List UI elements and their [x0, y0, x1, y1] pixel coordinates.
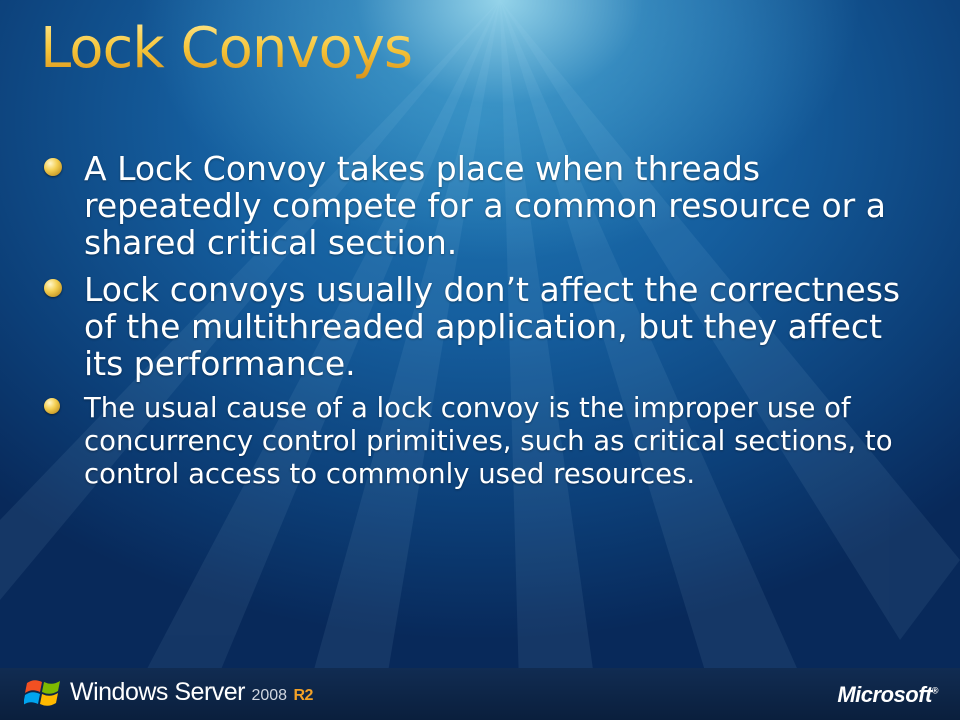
- bullet-item: Lock convoys usually don’t affect the co…: [38, 271, 918, 382]
- product-name: Windows Server: [70, 678, 246, 706]
- bullet-text: The usual cause of a lock convoy is the …: [84, 392, 893, 490]
- product-brand: Windows Server 2008 R2: [70, 678, 313, 707]
- bullet-text: Lock convoys usually don’t affect the co…: [84, 270, 901, 383]
- company-name: Microsoft: [837, 682, 932, 707]
- bullet-item: The usual cause of a lock convoy is the …: [38, 392, 918, 491]
- product-edition: R2: [293, 687, 314, 704]
- bullet-text: A Lock Convoy takes place when threads r…: [84, 149, 886, 262]
- slide-title: Lock Convoys: [40, 16, 413, 81]
- product-version: 2008: [251, 687, 288, 704]
- bullet-icon: [44, 398, 60, 414]
- footer-bar: Windows Server 2008 R2 Microsoft®: [0, 668, 960, 720]
- bullet-icon: [44, 158, 62, 176]
- windows-flag-icon: [24, 680, 60, 706]
- bullet-list: A Lock Convoy takes place when threads r…: [38, 150, 918, 491]
- bullet-item: A Lock Convoy takes place when threads r…: [38, 150, 918, 261]
- bullet-icon: [44, 279, 62, 297]
- registered-mark: ®: [931, 685, 939, 696]
- microsoft-logo: Microsoft®: [837, 682, 938, 708]
